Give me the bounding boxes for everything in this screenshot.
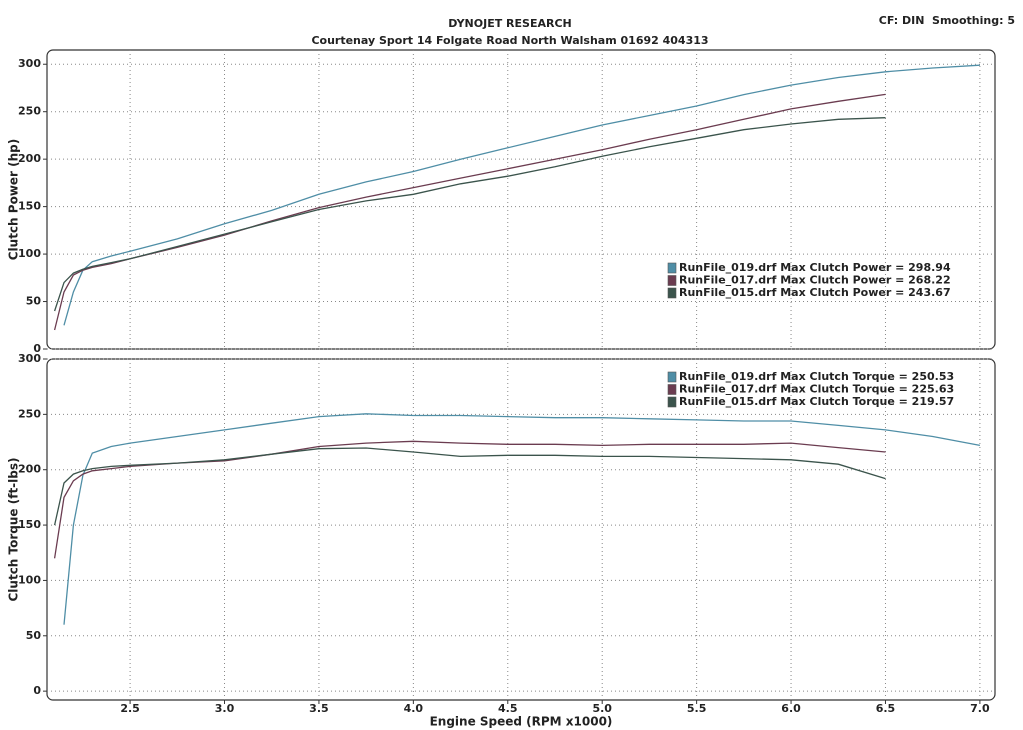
y-tick-label: 300 — [18, 352, 41, 365]
x-tick-label: 5.5 — [687, 702, 707, 715]
power-line — [53, 93, 886, 331]
legend-swatch — [667, 396, 677, 408]
x-tick-label: 2.5 — [120, 702, 140, 715]
legend-label: RunFile_015.drf Max Clutch Torque = 219.… — [679, 395, 954, 408]
y-tick-label: 0 — [33, 684, 41, 697]
legend-swatch — [667, 262, 677, 274]
legend-swatch — [667, 371, 677, 383]
power-line — [53, 117, 886, 312]
chart-subtitle: Courtenay Sport 14 Folgate Road North Wa… — [311, 34, 708, 47]
legend-label: RunFile_015.drf Max Clutch Power = 243.6… — [679, 286, 951, 299]
x-tick-label: 7.0 — [970, 702, 990, 715]
legend-label: RunFile_017.drf Max Clutch Torque = 225.… — [679, 383, 954, 396]
power-line — [53, 447, 886, 526]
power-line — [63, 413, 981, 625]
x-tick-label: 6.5 — [876, 702, 896, 715]
power-line — [63, 64, 980, 326]
y-tick-label: 300 — [18, 57, 41, 70]
y-tick-label: 200 — [18, 463, 41, 476]
x-tick-label: 4.0 — [404, 702, 424, 715]
y-axis-label: Clutch Torque (ft-lbs) — [7, 458, 21, 602]
y-tick-label: 250 — [18, 105, 41, 118]
y-tick-label: 150 — [18, 518, 41, 531]
y-tick-label: 50 — [26, 295, 42, 308]
settings-label: CF: DIN Smoothing: 5 — [879, 14, 1015, 27]
x-axis-label: Engine Speed (RPM x1000) — [430, 715, 613, 729]
y-tick-label: 50 — [26, 629, 42, 642]
x-tick-label: 6.0 — [781, 702, 801, 715]
plot-frame — [46, 49, 996, 350]
y-tick-label: 250 — [18, 407, 41, 420]
power-line — [53, 440, 886, 559]
y-tick-label: 200 — [18, 152, 41, 165]
y-axis-label: Clutch Power (hp) — [7, 139, 21, 261]
y-tick-label: 100 — [18, 247, 41, 260]
y-tick-label: 0 — [33, 342, 41, 355]
x-tick-label: 5.0 — [592, 702, 612, 715]
plot-frame — [46, 358, 996, 701]
x-tick-label: 4.5 — [498, 702, 518, 715]
legend-label: RunFile_019.drf Max Clutch Power = 298.9… — [679, 261, 951, 274]
y-tick-label: 150 — [18, 200, 41, 213]
y-tick-label: 100 — [18, 573, 41, 586]
legend-swatch — [667, 275, 677, 286]
legend-label: RunFile_017.drf Max Clutch Power = 268.2… — [679, 274, 951, 287]
x-tick-label: 3.0 — [215, 702, 235, 715]
chart-title: DYNOJET RESEARCH — [448, 17, 571, 30]
legend-swatch — [667, 287, 677, 299]
x-tick-label: 3.5 — [309, 702, 329, 715]
legend-label: RunFile_019.drf Max Clutch Torque = 250.… — [679, 370, 954, 383]
legend-swatch — [667, 384, 677, 395]
